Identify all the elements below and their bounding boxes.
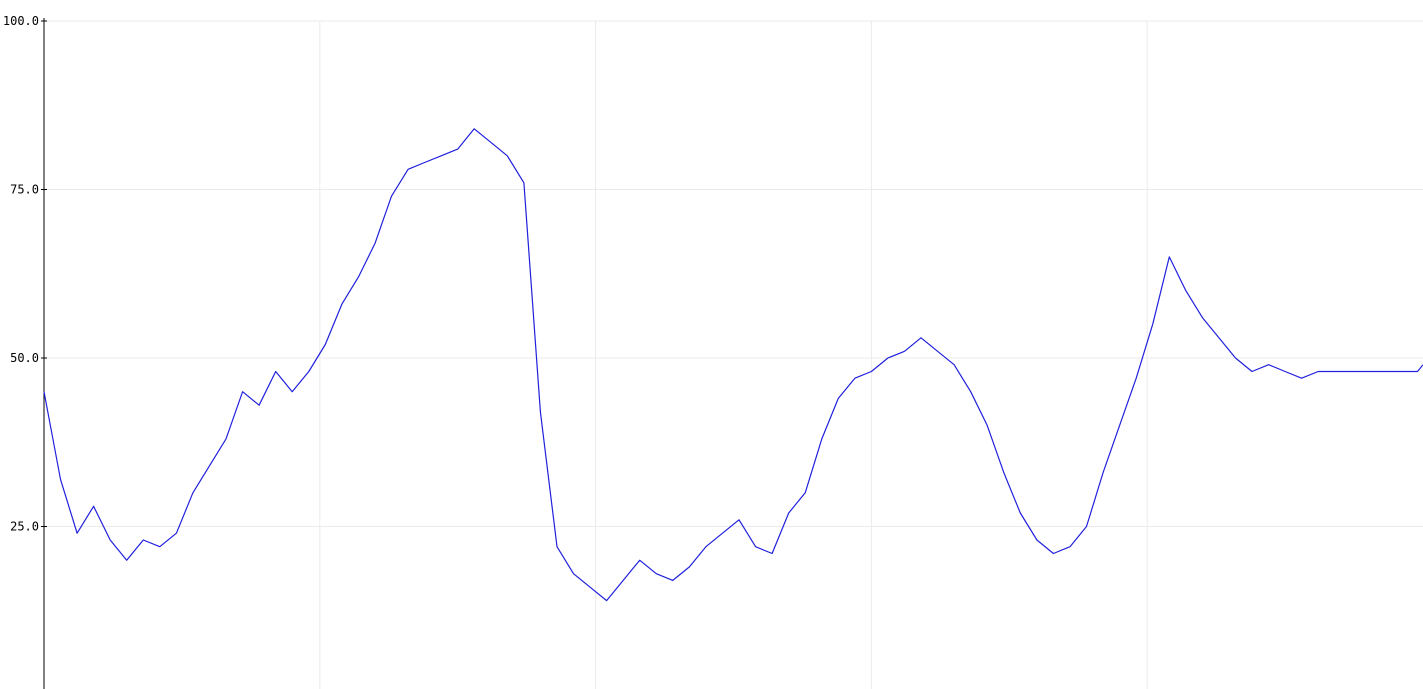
y-tick-label: 25.0 <box>10 520 39 534</box>
series-line <box>43 128 1423 602</box>
y-tick-label: 50.0 <box>10 351 39 365</box>
y-axis: 100.0 75.0 50.0 25.0 <box>3 14 47 689</box>
grid-lines <box>44 20 1423 689</box>
y-tick-label: 75.0 <box>10 183 39 197</box>
y-tick-label: 100.0 <box>3 14 39 28</box>
series-layer <box>43 128 1423 602</box>
